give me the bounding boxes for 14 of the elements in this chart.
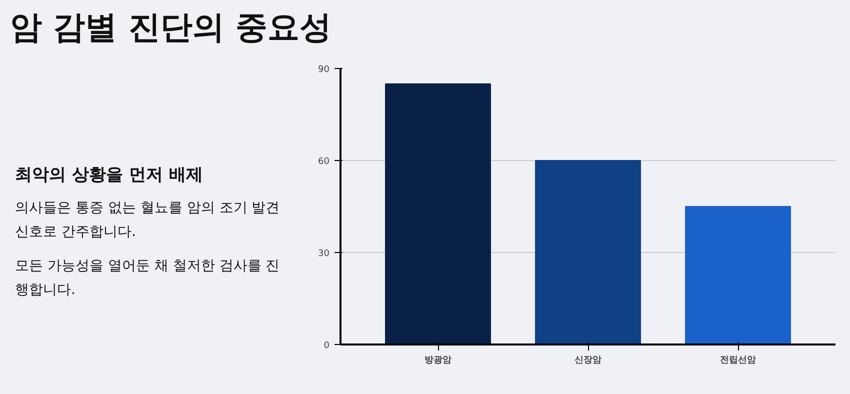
- chart-title: 암 감별 진단의 중요성: [10, 7, 332, 48]
- y-tick-label: 60: [318, 157, 330, 167]
- x-tick-label: 전립선암: [720, 356, 756, 366]
- bar: [385, 83, 491, 344]
- bar: [685, 206, 791, 344]
- text: 의사들은 통증 없는 혈뇨를 암의 조기 발견 신호로 간주합니다.: [15, 199, 281, 242]
- bar: [535, 160, 641, 344]
- text: 모든 가능성을 열어둔 채 철저한 검사를 진행합니다.: [15, 256, 281, 300]
- y-tick-label: 0: [324, 341, 330, 351]
- text: 최악의 상황을 먼저 배제: [15, 164, 203, 187]
- x-tick-label: 방광암: [424, 356, 452, 366]
- y-tick-label: 90: [318, 65, 330, 75]
- y-tick-label: 30: [318, 249, 330, 259]
- x-tick-label: 신장암: [574, 356, 602, 366]
